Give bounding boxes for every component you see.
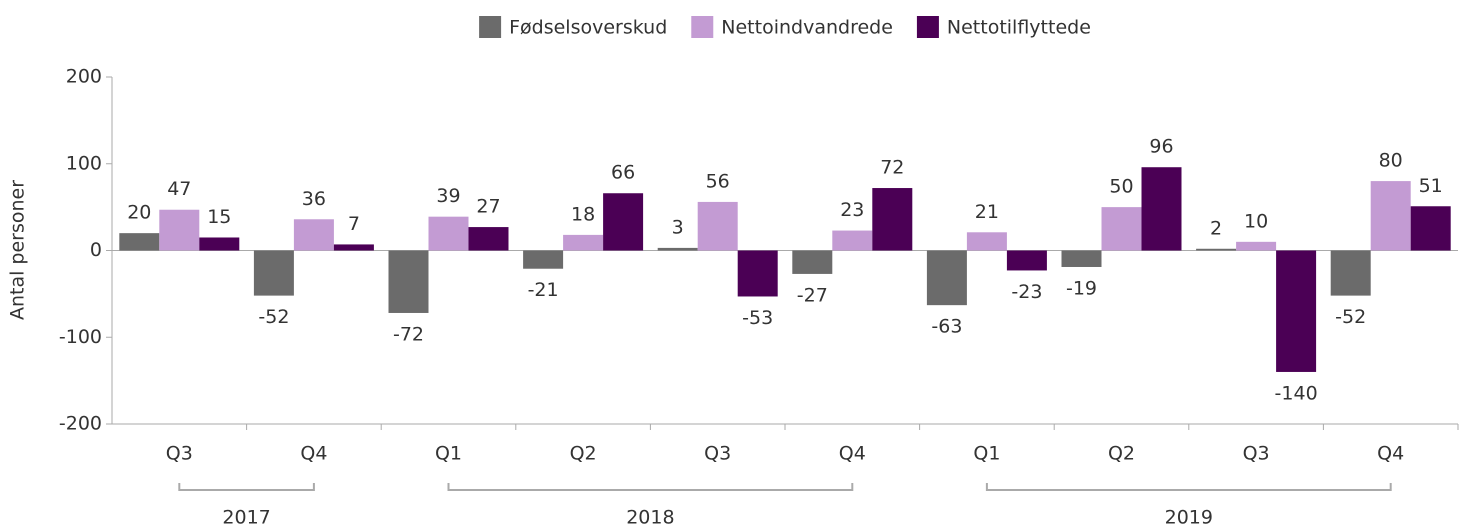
y-tick-label: 200: [66, 66, 102, 88]
group-label: 2019: [1165, 507, 1213, 529]
bar: [253, 250, 294, 296]
bar: [159, 209, 200, 251]
data-label: -19: [1066, 277, 1097, 299]
bar: [1141, 167, 1182, 251]
bar: [333, 244, 374, 251]
data-label: -21: [528, 279, 559, 301]
data-label: -72: [393, 323, 424, 345]
data-label: -140: [1275, 382, 1318, 404]
data-label: -23: [1011, 281, 1042, 303]
legend-label: Fødselsoverskud: [509, 17, 667, 39]
bar: [1276, 250, 1317, 372]
data-label: 50: [1109, 176, 1133, 198]
data-label: 3: [672, 216, 684, 238]
data-label: 72: [880, 157, 904, 179]
legend-swatch: [916, 16, 939, 38]
data-label: 47: [167, 178, 191, 200]
bar: [1330, 250, 1371, 296]
x-tick-label: Q3: [704, 443, 731, 465]
bar: [697, 201, 738, 251]
group-label: 2017: [222, 507, 270, 529]
group-bracket: [447, 483, 854, 491]
data-label: -53: [742, 307, 773, 329]
bar: [1236, 241, 1277, 251]
x-tick-label: Q2: [1108, 443, 1135, 465]
group-label: 2018: [626, 507, 674, 529]
y-tick-label: -200: [59, 413, 102, 435]
x-tick-label: Q3: [1243, 443, 1270, 465]
x-tick-label: Q4: [839, 443, 866, 465]
legend-swatch: [479, 16, 502, 38]
bar: [832, 230, 873, 251]
x-tick-label: Q1: [435, 443, 462, 465]
bar: [1061, 250, 1102, 267]
bar: [1370, 181, 1411, 251]
bar: [603, 193, 644, 251]
bar: [792, 250, 833, 274]
x-tick-label: Q3: [166, 443, 193, 465]
group-bracket: [985, 483, 1392, 491]
bar: [926, 250, 967, 306]
data-label: 2: [1210, 217, 1222, 239]
data-label: 56: [706, 170, 730, 192]
x-tick-label: Q1: [973, 443, 1000, 465]
bar: [428, 216, 469, 251]
bar: [523, 250, 564, 269]
bar: [563, 234, 604, 251]
data-label: 10: [1244, 210, 1268, 232]
bar: [119, 233, 160, 251]
bar: [737, 250, 778, 297]
data-label: 96: [1149, 136, 1173, 158]
legend-swatch: [691, 16, 714, 38]
bar: [388, 250, 429, 313]
y-tick-label: -100: [59, 326, 102, 348]
y-tick-label: 100: [66, 152, 102, 174]
data-label: 51: [1419, 175, 1443, 197]
bar: [657, 247, 698, 251]
x-tick-label: Q4: [300, 443, 327, 465]
data-label: -63: [931, 316, 962, 338]
bar: [199, 237, 240, 251]
data-label: -52: [1335, 306, 1366, 328]
data-label: 7: [348, 213, 360, 235]
data-label: 20: [127, 202, 151, 224]
data-label: -52: [258, 306, 289, 328]
bar: [293, 219, 334, 251]
bar: [1410, 206, 1451, 251]
x-tick-label: Q2: [570, 443, 597, 465]
data-label: 66: [611, 162, 635, 184]
data-label: 36: [302, 188, 326, 210]
data-label: 39: [436, 185, 460, 207]
y-tick-label: 0: [90, 239, 102, 261]
bar: [872, 188, 913, 251]
bar: [1196, 248, 1237, 251]
x-tick-label: Q4: [1377, 443, 1404, 465]
data-label: -27: [797, 284, 828, 306]
group-bracket: [178, 483, 315, 491]
y-axis-label: Antal personer: [7, 180, 29, 320]
data-label: 80: [1379, 150, 1403, 172]
bar: [468, 227, 509, 251]
bar: [966, 232, 1007, 251]
data-label: 21: [975, 201, 999, 223]
data-label: 23: [840, 199, 864, 221]
data-label: 27: [476, 196, 500, 218]
bar: [1101, 207, 1142, 251]
bar: [1006, 250, 1047, 271]
data-label: 15: [207, 206, 231, 228]
data-label: 18: [571, 203, 595, 225]
legend-label: Nettotilflyttede: [947, 17, 1091, 39]
legend-label: Nettoindvandrede: [721, 17, 893, 39]
